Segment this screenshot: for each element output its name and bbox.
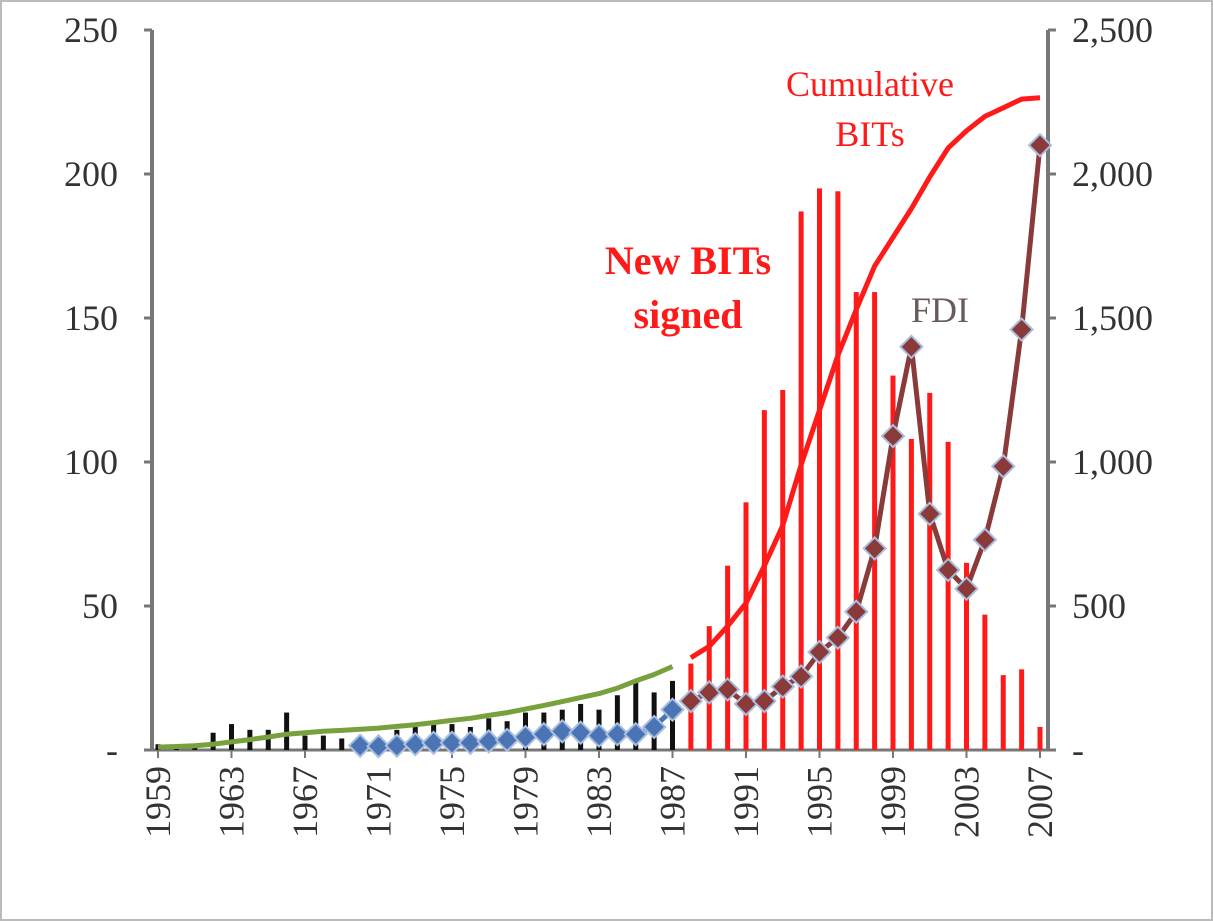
fdi-marker xyxy=(660,697,685,723)
bar xyxy=(927,392,933,750)
fdi-marker xyxy=(384,733,410,759)
x-tick-label: 1999 xyxy=(873,766,913,838)
fdi-marker xyxy=(990,453,1016,479)
fdi-marker xyxy=(1009,317,1035,342)
fdi-marker xyxy=(751,688,777,714)
x-tick-label: 1959 xyxy=(138,766,178,838)
fdi-marker xyxy=(807,639,832,665)
fdi-marker xyxy=(715,677,741,702)
bar xyxy=(633,680,639,750)
bar xyxy=(155,744,161,750)
annotation: signed xyxy=(634,292,743,337)
bar xyxy=(835,191,841,750)
x-tick-label: 1995 xyxy=(800,766,840,838)
y2-tick-label: 2,000 xyxy=(1072,154,1153,194)
annotation: FDI xyxy=(911,290,969,330)
bar xyxy=(302,735,308,750)
fdi-marker xyxy=(972,527,998,553)
y-tick-label: 50 xyxy=(82,586,118,626)
bar xyxy=(853,292,859,750)
fdi-marker xyxy=(917,501,943,527)
fdi-marker xyxy=(568,720,594,746)
y-tick-label: - xyxy=(106,730,118,770)
y-tick-label: 200 xyxy=(64,154,118,194)
bar xyxy=(798,211,804,750)
fdi-marker xyxy=(366,733,391,759)
x-tick-label: 1983 xyxy=(579,766,619,838)
x-tick-label: 1979 xyxy=(506,766,546,838)
fdi-marker xyxy=(402,731,428,757)
fdi-marker xyxy=(531,721,557,747)
fdi-marker xyxy=(604,721,630,747)
y2-tick-label: - xyxy=(1072,730,1084,770)
cumulative-line xyxy=(157,664,674,750)
annotation: BITs xyxy=(835,114,905,154)
annotation: New BITs xyxy=(605,238,771,283)
bar xyxy=(229,724,234,750)
x-tick-label: 1975 xyxy=(432,766,472,838)
y-tick-label: 250 xyxy=(64,10,118,50)
bar xyxy=(761,410,767,750)
bar xyxy=(320,735,326,750)
bar xyxy=(1019,669,1025,750)
fdi-marker xyxy=(494,727,520,753)
x-tick-label: 2003 xyxy=(947,766,987,838)
bar xyxy=(780,390,786,750)
annotation: Cumulative xyxy=(786,64,954,104)
bar xyxy=(265,729,271,750)
fdi-marker xyxy=(898,334,924,360)
bar xyxy=(908,438,914,750)
fdi-marker xyxy=(954,576,979,602)
fdi-marker xyxy=(513,724,538,750)
x-tick-label: 1991 xyxy=(726,766,766,838)
fdi-marker xyxy=(421,730,447,756)
fdi-marker xyxy=(476,728,502,754)
bar xyxy=(1037,726,1043,750)
bar xyxy=(743,502,749,750)
bar xyxy=(284,712,290,750)
fdi-marker xyxy=(843,599,869,625)
bar xyxy=(890,375,896,750)
fdi-marker xyxy=(862,535,888,561)
fdi-marker xyxy=(347,733,373,759)
fdi-marker xyxy=(788,664,814,689)
fdi-line xyxy=(689,144,1043,707)
fdi-marker xyxy=(549,718,575,744)
fdi-marker xyxy=(825,625,851,651)
fdi-marker xyxy=(935,557,961,583)
fdi-marker xyxy=(586,723,612,749)
fdi-marker xyxy=(1027,132,1053,158)
bar xyxy=(817,188,822,750)
y-tick-label: 100 xyxy=(64,442,118,482)
bar xyxy=(982,614,988,750)
bar xyxy=(945,441,951,750)
y2-tick-label: 1,500 xyxy=(1072,298,1153,338)
y2-tick-label: 1,000 xyxy=(1072,442,1153,482)
y-tick-label: 150 xyxy=(64,298,118,338)
bar xyxy=(1000,675,1006,750)
x-tick-label: 1967 xyxy=(285,766,325,838)
fdi-marker xyxy=(770,674,796,700)
x-tick-label: 1971 xyxy=(359,766,399,838)
x-tick-label: 1963 xyxy=(212,766,252,838)
bar xyxy=(339,738,345,750)
fdi-marker xyxy=(641,714,667,740)
fdi-marker xyxy=(880,423,906,449)
y2-tick-label: 500 xyxy=(1072,586,1126,626)
cumulative-line xyxy=(689,95,1041,660)
bar xyxy=(725,565,731,750)
fdi-marker xyxy=(439,730,465,756)
fdi-marker xyxy=(623,721,649,747)
bar xyxy=(964,562,969,750)
y2-tick-label: 2,500 xyxy=(1072,10,1153,50)
bar xyxy=(210,732,216,750)
fdi-marker xyxy=(678,688,704,714)
bar xyxy=(872,292,878,750)
x-tick-label: 2007 xyxy=(1020,766,1060,838)
x-tick-label: 1987 xyxy=(653,766,693,838)
fdi-marker xyxy=(457,730,483,756)
